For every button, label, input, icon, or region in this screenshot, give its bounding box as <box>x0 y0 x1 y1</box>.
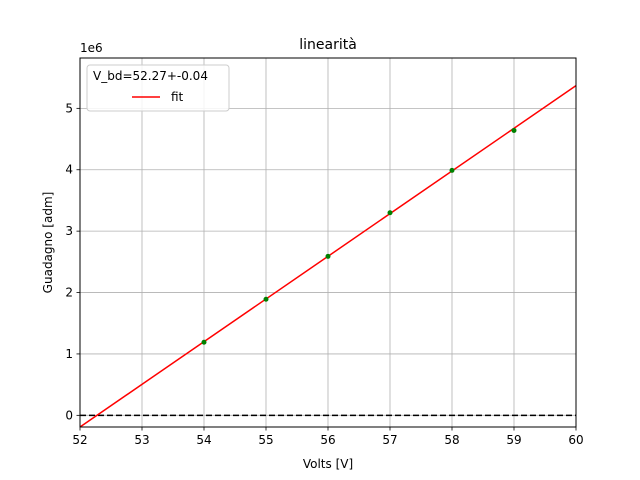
y-tick-label: 0 <box>65 408 73 422</box>
grid <box>79 58 577 427</box>
x-tick-label: 58 <box>444 433 459 447</box>
legend-entry-fit: fit <box>171 90 184 104</box>
x-tick-label: 57 <box>382 433 397 447</box>
y-tick-label: 1 <box>65 347 73 361</box>
x-tick-label: 56 <box>320 433 335 447</box>
x-tick-label: 59 <box>506 433 521 447</box>
legend-box <box>86 64 230 112</box>
data-point <box>201 339 207 345</box>
y-axis-title: Guadagno [adm] <box>41 192 55 294</box>
y-tick-label: 4 <box>65 163 73 177</box>
chart-title: linearità <box>299 37 357 53</box>
ticks: 52 53 54 55 56 57 58 59 60 0 1 2 3 4 5 <box>65 101 583 447</box>
data-point <box>511 127 517 133</box>
data-point <box>387 210 393 216</box>
y-tick-label: 2 <box>65 286 73 300</box>
x-tick-label: 55 <box>258 433 273 447</box>
y-tick-label: 5 <box>65 101 73 115</box>
legend-title: V_bd=52.27+-0.04 <box>93 69 208 83</box>
legend: V_bd=52.27+-0.04 fit <box>86 64 230 112</box>
x-tick-label: 53 <box>134 433 149 447</box>
data-point <box>325 253 331 259</box>
data-point <box>449 167 455 173</box>
x-tick-label: 60 <box>568 433 583 447</box>
y-offset-label: 1e6 <box>80 41 103 55</box>
x-axis-title: Volts [V] <box>303 457 353 471</box>
y-tick-label: 3 <box>65 224 73 238</box>
x-tick-label: 52 <box>72 433 87 447</box>
series-layer <box>79 85 577 428</box>
x-tick-label: 54 <box>196 433 211 447</box>
data-point <box>263 296 269 302</box>
